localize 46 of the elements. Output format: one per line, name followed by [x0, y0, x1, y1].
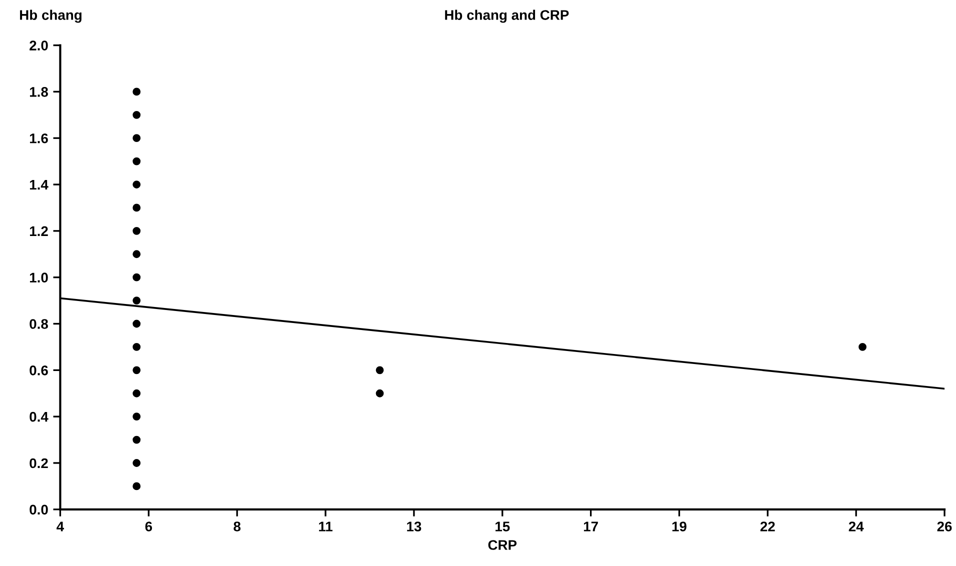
chart-title: Hb chang and CRP: [445, 10, 569, 23]
point: [132, 226, 141, 235]
x-tick-label: 24: [848, 522, 864, 532]
point: [132, 273, 141, 282]
point: [132, 389, 141, 398]
x-tick-label: 22: [760, 522, 775, 532]
x-tick-label: 8: [234, 522, 241, 532]
y-tick-label: 0.2: [30, 458, 48, 468]
y-tick-label: 1.8: [30, 87, 48, 97]
point: [132, 320, 141, 328]
point: [132, 296, 141, 304]
point: [376, 389, 384, 398]
y-tick-label: 0.8: [30, 319, 48, 329]
x-tick-label: 4: [56, 522, 64, 532]
x-tick-label: 19: [672, 522, 686, 532]
y-tick-label: 1.6: [30, 133, 48, 144]
y-tick-label: 0.4: [30, 412, 48, 422]
point: [132, 343, 141, 351]
x-axis-title: CRP: [488, 540, 517, 550]
y-tick-label: 1.2: [30, 226, 48, 236]
point: [132, 366, 141, 374]
point: [132, 250, 141, 258]
x-tick-label: 26: [937, 522, 952, 532]
x-tick-label: 15: [496, 522, 510, 532]
x-tick-label: 13: [407, 522, 422, 532]
y-tick-label: 1.4: [30, 180, 48, 190]
point: [132, 436, 141, 444]
point: [132, 412, 141, 421]
point: [132, 482, 141, 490]
point: [132, 204, 141, 212]
point: [132, 134, 141, 142]
point: [132, 157, 141, 166]
point: [858, 343, 866, 351]
point: [132, 459, 141, 467]
point: [132, 180, 141, 188]
y-tick-label: 0.6: [30, 366, 48, 376]
x-tick-label: 17: [584, 522, 598, 532]
point: [376, 366, 384, 374]
y-tick-label: 1.0: [30, 272, 48, 283]
point: [132, 88, 141, 96]
y-tick-label: 2.0: [30, 40, 48, 50]
x-tick-label: 6: [145, 522, 152, 532]
y-tick-label: 0.0: [30, 504, 48, 515]
y-axis-title: Hb chang: [20, 10, 82, 23]
point: [132, 110, 141, 119]
x-tick-label: 11: [319, 522, 332, 532]
